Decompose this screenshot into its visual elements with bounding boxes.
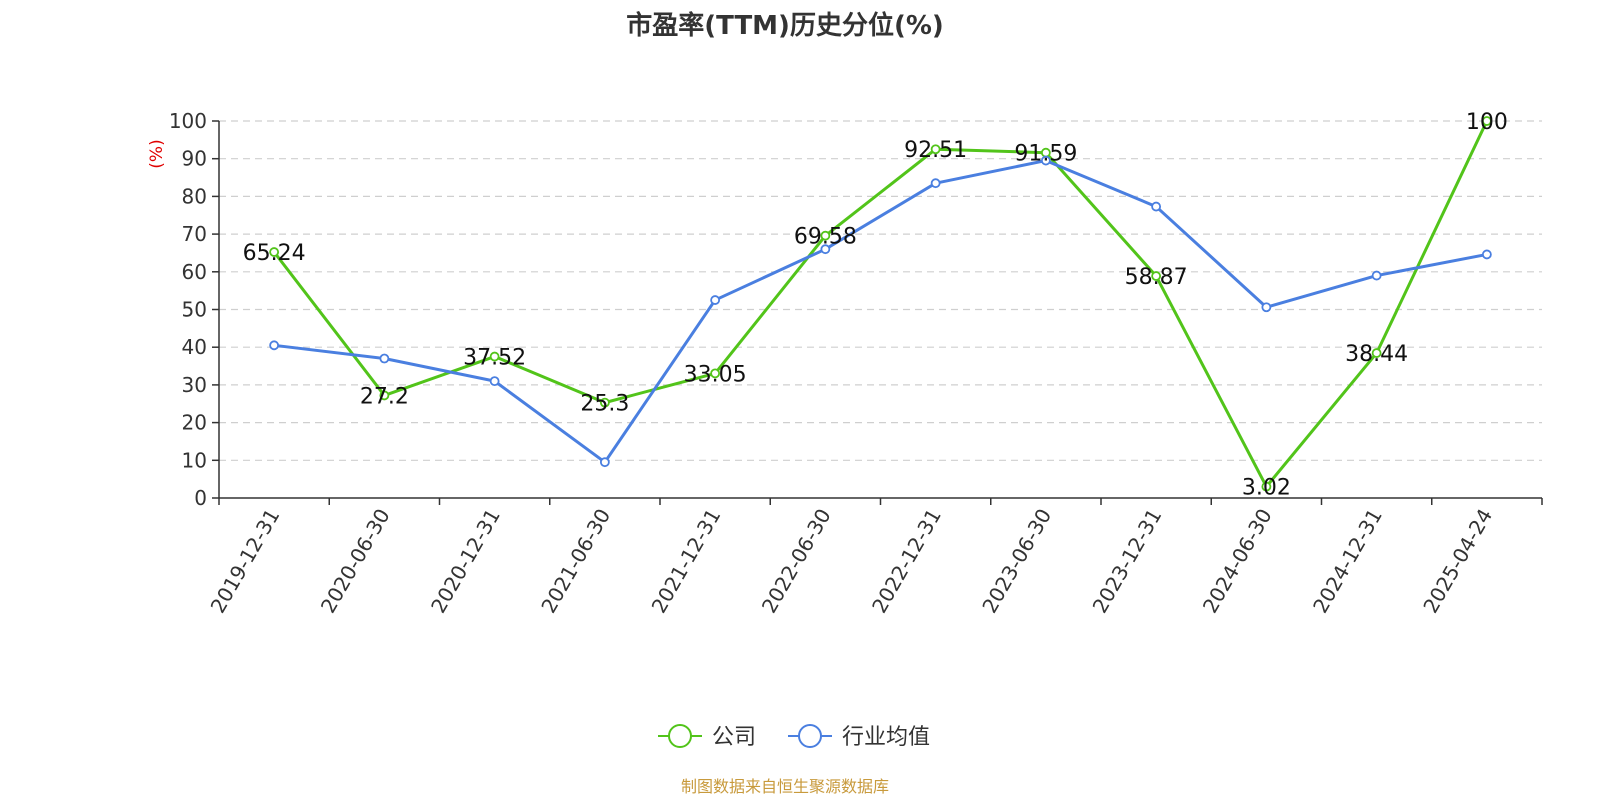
data-point bbox=[820, 230, 831, 241]
data-point bbox=[269, 247, 280, 257]
data-point bbox=[599, 397, 610, 408]
data-point bbox=[379, 353, 390, 364]
data-point bbox=[1261, 302, 1272, 313]
x-tick-label: 2023-06-30 bbox=[977, 505, 1056, 618]
legend-marker bbox=[668, 724, 692, 748]
series-line bbox=[272, 120, 1489, 489]
x-tick-label: 2021-12-31 bbox=[647, 505, 726, 618]
data-point bbox=[379, 390, 390, 401]
y-tick-label: 50 bbox=[182, 298, 207, 322]
x-tick-label: 2020-12-31 bbox=[426, 505, 505, 618]
y-tick-label: 70 bbox=[182, 222, 207, 246]
axes: 0 10 20 30 40 50 60 70 80 90 100 2019-12-31 2020-06-… bbox=[169, 109, 1543, 618]
y-tick-label: 40 bbox=[182, 335, 207, 359]
data-label: 58.87 bbox=[1125, 265, 1188, 290]
data-point bbox=[1040, 155, 1051, 166]
y-tick-label: 20 bbox=[182, 411, 207, 435]
x-tick-label: 2022-12-31 bbox=[867, 505, 946, 618]
data-point bbox=[489, 351, 500, 362]
legend-label: 公司 bbox=[712, 725, 756, 750]
data-point bbox=[1151, 201, 1162, 212]
data-point bbox=[710, 295, 721, 305]
data-label: 38.44 bbox=[1345, 342, 1408, 367]
data-point bbox=[1371, 270, 1382, 281]
data-label: 27.2 bbox=[360, 384, 409, 409]
x-tick-label: 2022-06-30 bbox=[757, 505, 836, 618]
data-point bbox=[599, 457, 610, 468]
data-label: 25.3 bbox=[580, 392, 629, 417]
data-point bbox=[1481, 116, 1492, 126]
data-label: 91.59 bbox=[1014, 142, 1077, 167]
x-tick-label: 2025-04-24 bbox=[1418, 505, 1497, 618]
data-labels: 65.24 27.2 37.52 25.3 33.05 69.58 92.51 91.59 58… bbox=[243, 110, 1508, 501]
x-tick-label: 2021-06-30 bbox=[536, 505, 615, 618]
y-axis-unit: (%) bbox=[147, 139, 167, 168]
y-tick-label: 80 bbox=[182, 184, 207, 208]
grid-lines bbox=[219, 120, 1542, 461]
data-point bbox=[930, 144, 941, 155]
data-point bbox=[1481, 249, 1492, 260]
x-tick-label: 2023-12-31 bbox=[1088, 505, 1167, 618]
data-point bbox=[269, 340, 280, 351]
data-point bbox=[710, 368, 721, 379]
y-tick-label: 30 bbox=[182, 373, 207, 397]
x-tick-label: 2024-06-30 bbox=[1198, 505, 1277, 618]
data-label: 65.24 bbox=[243, 241, 306, 266]
data-label: 100 bbox=[1466, 110, 1508, 135]
series-layer bbox=[269, 116, 1492, 492]
x-tick-label: 2020-06-30 bbox=[316, 505, 395, 618]
x-tick-label: 2024-12-31 bbox=[1308, 505, 1387, 618]
series-line bbox=[273, 159, 1488, 464]
data-label: 69.58 bbox=[794, 225, 857, 250]
data-point bbox=[1371, 348, 1382, 358]
y-tick-label: 10 bbox=[182, 448, 207, 472]
data-label: 3.02 bbox=[1242, 476, 1291, 501]
legend-marker bbox=[798, 724, 822, 748]
legend-label: 行业均值 bbox=[842, 725, 930, 750]
y-tick-label: 0 bbox=[194, 486, 207, 510]
chart-title: 市盈率(TTM)历史分位(%) bbox=[626, 10, 944, 41]
legend: 公司 行业均值 bbox=[658, 724, 930, 750]
data-point bbox=[489, 376, 500, 387]
x-tick-label: 2019-12-31 bbox=[206, 505, 285, 618]
data-label: 92.51 bbox=[904, 138, 967, 163]
source-note: 制图数据来自恒生聚源数据库 bbox=[681, 777, 889, 796]
y-tick-label: 100 bbox=[169, 109, 207, 133]
data-point bbox=[820, 244, 831, 255]
y-tick-label: 60 bbox=[182, 260, 207, 284]
data-point bbox=[1151, 271, 1162, 281]
data-label: 33.05 bbox=[684, 362, 747, 387]
y-tick-label: 90 bbox=[182, 147, 207, 171]
data-point bbox=[930, 178, 941, 189]
data-label: 37.52 bbox=[463, 346, 526, 371]
data-point bbox=[1261, 481, 1272, 492]
